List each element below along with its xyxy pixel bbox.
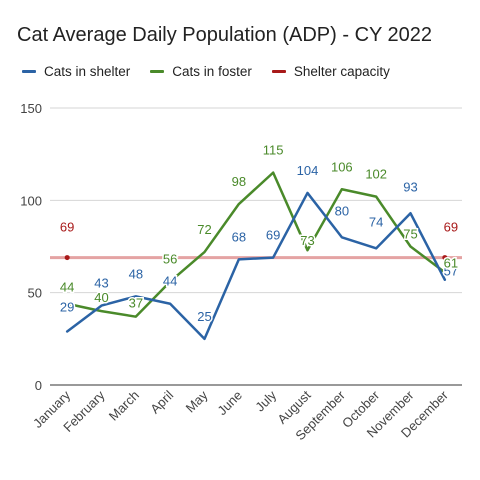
data-label-shelter: 80 <box>335 203 349 218</box>
data-label-foster: 37 <box>129 296 143 311</box>
data-label-shelter-halo: 29 <box>60 299 74 314</box>
legend-item-foster: Cats in foster <box>150 64 252 79</box>
series-line-foster <box>65 171 447 318</box>
capacity-point <box>64 255 70 261</box>
data-label-foster-halo: 106 <box>331 159 353 174</box>
data-label-capacity: 69 <box>444 220 458 235</box>
data-label-foster: 72 <box>197 222 211 237</box>
data-label-shelter: 74 <box>369 214 383 229</box>
legend-label-shelter: Cats in shelter <box>44 64 131 79</box>
series <box>50 171 462 341</box>
data-label-shelter-halo: 93 <box>403 179 417 194</box>
data-label-foster-halo: 115 <box>263 143 284 158</box>
data-label-foster-halo: 40 <box>94 290 108 305</box>
data-label-foster-halo: 75 <box>403 227 417 242</box>
data-label-foster: 102 <box>365 167 387 182</box>
legend: Cats in shelter Cats in foster Shelter c… <box>22 64 390 79</box>
data-label-shelter-halo: 48 <box>129 266 143 281</box>
data-label-foster: 56 <box>163 252 177 267</box>
x-tick-label: June <box>214 388 245 419</box>
data-label-foster: 75 <box>403 227 417 242</box>
data-label-shelter: 104 <box>297 163 319 178</box>
y-tick-label: 0 <box>35 378 42 393</box>
data-label-shelter: 69 <box>266 228 280 243</box>
data-label-shelter-halo: 44 <box>163 274 177 289</box>
data-label-foster: 98 <box>232 174 246 189</box>
legend-label-foster: Cats in foster <box>172 64 252 79</box>
data-label-foster: 44 <box>60 280 74 295</box>
data-label-foster-halo: 61 <box>444 255 458 270</box>
data-label-foster: 73 <box>300 233 314 248</box>
x-tick-label: March <box>106 388 142 424</box>
data-label-shelter-halo: 69 <box>266 228 280 243</box>
data-label-shelter: 93 <box>403 179 417 194</box>
data-label-shelter: 57 <box>444 264 458 279</box>
data-label-shelter-halo: 74 <box>369 214 383 229</box>
data-label-shelter-halo: 25 <box>197 309 211 324</box>
legend-item-capacity: Shelter capacity <box>271 64 390 79</box>
data-label-foster: 115 <box>263 143 284 158</box>
data-label-foster-halo: 102 <box>365 167 387 182</box>
legend-item-shelter: Cats in shelter <box>22 64 130 79</box>
y-tick-label: 100 <box>20 193 42 208</box>
data-label-foster-halo: 56 <box>163 252 177 267</box>
data-label-foster-halo: 37 <box>129 296 143 311</box>
y-tick-label: 50 <box>28 286 42 301</box>
capacity-point <box>442 255 448 261</box>
chart-title: Cat Average Daily Population (ADP) - CY … <box>17 24 433 46</box>
grid <box>50 107 462 386</box>
data-label-foster: 106 <box>331 159 353 174</box>
legend-swatch-foster <box>150 70 165 73</box>
legend-swatch-shelter <box>22 70 36 73</box>
x-tick-label: May <box>183 387 211 415</box>
data-label-shelter: 44 <box>163 274 177 289</box>
data-label-shelter-halo: 80 <box>335 203 349 218</box>
legend-label-capacity: Shelter capacity <box>293 64 390 79</box>
y-tick-label: 150 <box>20 101 42 116</box>
data-label-shelter-halo: 68 <box>232 229 246 244</box>
data-label-shelter-halo: 104 <box>297 163 319 178</box>
data-label-shelter-halo: 43 <box>94 276 108 291</box>
data-label-capacity: 69 <box>60 220 74 235</box>
x-tick-label: July <box>252 387 279 414</box>
data-label-shelter: 68 <box>232 229 246 244</box>
data-label-shelter: 43 <box>94 276 108 291</box>
data-label-shelter: 48 <box>129 266 143 281</box>
series-line-shelter <box>65 191 447 341</box>
data-label-foster-halo: 98 <box>232 174 246 189</box>
data-label-foster-halo: 72 <box>197 222 211 237</box>
data-label-foster-halo: 73 <box>300 233 314 248</box>
y-axis-ticks: 0 50 100 150 <box>20 101 42 393</box>
data-label-capacity-halo: 69 <box>444 220 458 235</box>
data-label-foster-halo: 44 <box>60 280 74 295</box>
data-label-shelter: 29 <box>60 299 74 314</box>
data-label-shelter-halo: 57 <box>444 264 458 279</box>
data-label-foster: 40 <box>94 290 108 305</box>
x-tick-label: April <box>147 387 176 416</box>
data-label-shelter: 25 <box>197 309 211 324</box>
legend-swatch-capacity <box>271 70 286 73</box>
data-label-foster: 61 <box>444 255 458 270</box>
data-label-capacity-halo: 69 <box>60 220 74 235</box>
